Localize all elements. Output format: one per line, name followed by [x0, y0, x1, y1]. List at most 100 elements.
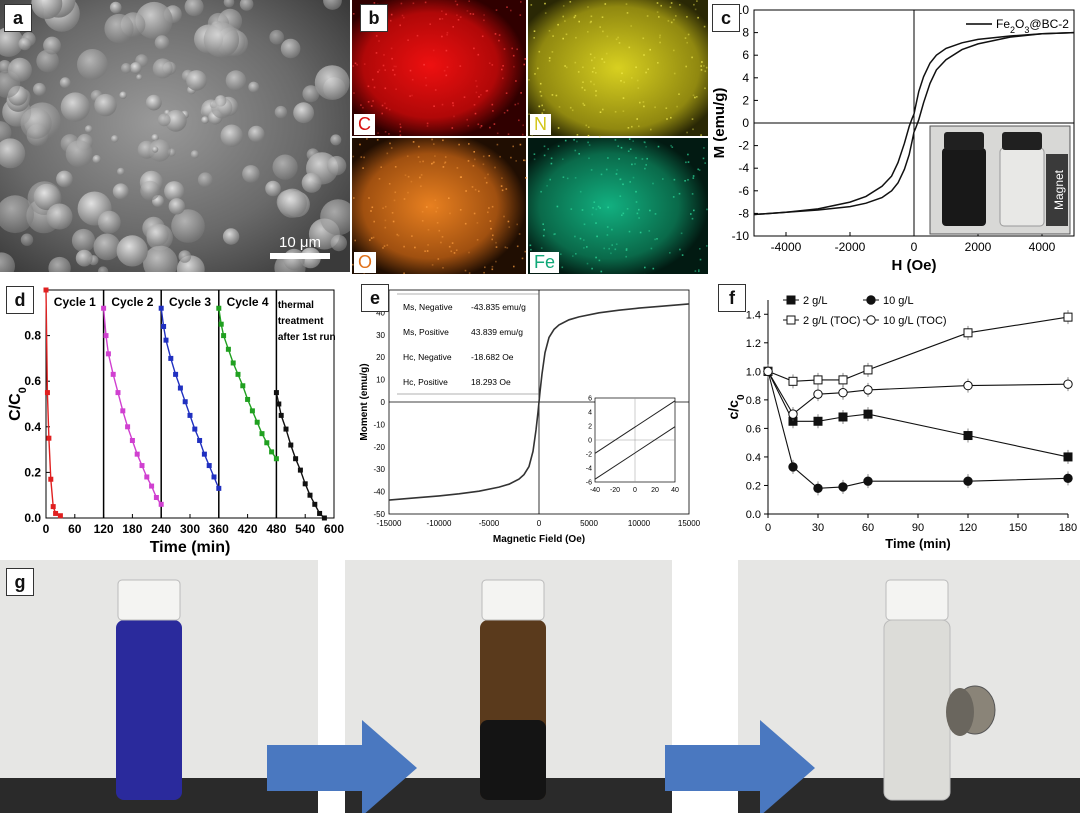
- eds-speckle: [632, 140, 634, 142]
- eds-speckle: [573, 16, 576, 19]
- y-tick-label: 1.2: [746, 338, 761, 350]
- sem-particle: [84, 125, 93, 133]
- eds-speckle: [543, 154, 546, 157]
- y-tick-label: 20: [376, 353, 385, 362]
- eds-speckle: [459, 209, 462, 211]
- eds-speckle: [442, 139, 444, 142]
- eds-speckle: [673, 178, 676, 181]
- y-tick-label: -20: [373, 443, 385, 452]
- eds-speckle: [491, 268, 494, 271]
- sem-micrograph: 10 μm: [0, 0, 350, 272]
- eds-speckle: [360, 104, 362, 106]
- data-point: [103, 333, 109, 339]
- data-point: [838, 375, 848, 385]
- hysteresis-branch: [753, 31, 1075, 216]
- y-tick-label: -4: [738, 161, 749, 175]
- panel-c-hysteresis: -4000 -2000 0 2000 4000 -10 -8 -6 -4 -2 0 2 4 6 8 10 H (…: [708, 0, 1080, 276]
- cycle-label: Cycle 4: [227, 295, 269, 309]
- eds-speckle: [696, 96, 698, 98]
- eds-speckle: [550, 162, 553, 165]
- eds-speckle: [599, 207, 601, 209]
- eds-speckle: [672, 196, 675, 198]
- eds-speckle: [644, 167, 646, 170]
- sem-particle: [211, 97, 233, 119]
- x-tick-label: 4000: [1029, 240, 1056, 254]
- y-axis-label: Moment (emu/g): [359, 363, 370, 440]
- eds-speckle: [488, 155, 491, 157]
- eds-speckle: [703, 147, 705, 149]
- eds-speckle: [636, 212, 639, 215]
- eds-speckle: [453, 115, 455, 118]
- eds-speckle: [411, 78, 414, 81]
- table-value: -43.835 emu/g: [471, 302, 526, 312]
- eds-speckle: [388, 108, 391, 111]
- eds-speckle: [411, 94, 413, 97]
- eds-speckle: [524, 159, 527, 162]
- eds-speckle: [362, 167, 364, 169]
- eds-speckle: [610, 252, 612, 255]
- eds-speckle: [431, 162, 433, 165]
- sem-particle: [157, 113, 171, 127]
- eds-speckle: [539, 82, 542, 85]
- vial-cap: [1002, 132, 1042, 150]
- data-point: [57, 513, 63, 519]
- eds-speckle: [662, 178, 664, 180]
- sem-particle: [59, 77, 71, 89]
- eds-speckle: [649, 48, 651, 51]
- eds-speckle: [448, 245, 451, 248]
- eds-speckle: [572, 255, 574, 257]
- eds-speckle: [420, 174, 423, 176]
- sem-particle: [75, 249, 93, 267]
- data-point: [1063, 312, 1073, 322]
- eds-speckle: [401, 14, 404, 17]
- sem-particle: [65, 140, 93, 168]
- eds-speckle: [626, 12, 629, 14]
- y-tick-label: 0: [742, 116, 749, 130]
- y-tick-label: 0.4: [746, 452, 761, 464]
- eds-speckle: [621, 72, 623, 75]
- eds-speckle: [500, 185, 503, 187]
- data-point: [187, 412, 193, 418]
- eds-speckle: [427, 229, 430, 231]
- sem-particle: [33, 183, 61, 211]
- eds-speckle: [528, 79, 530, 81]
- eds-speckle: [557, 145, 560, 147]
- eds-speckle: [396, 233, 398, 236]
- eds-speckle: [386, 152, 389, 155]
- eds-speckle: [595, 90, 597, 92]
- eds-speckle: [558, 106, 561, 108]
- eds-speckle: [642, 101, 645, 103]
- eds-speckle: [693, 209, 695, 212]
- eds-speckle: [650, 247, 653, 250]
- eds-speckle: [416, 34, 419, 37]
- eds-speckle: [471, 186, 474, 188]
- sem-particle: [146, 223, 169, 247]
- eds-speckle: [614, 248, 617, 251]
- eds-speckle: [595, 208, 598, 211]
- eds-speckle: [606, 234, 609, 236]
- legend-label: Fe2O3@BC-2: [996, 17, 1069, 35]
- data-point: [317, 510, 323, 516]
- eds-speckle: [562, 37, 564, 40]
- eds-speckle: [697, 168, 699, 171]
- sem-particle: [93, 233, 121, 261]
- data-point: [813, 375, 823, 385]
- eds-speckle: [637, 87, 640, 89]
- x-tick-label: 0: [765, 522, 771, 534]
- eds-speckle: [515, 80, 517, 82]
- eds-speckle: [431, 162, 434, 165]
- y-tick-label: 0.0: [746, 509, 761, 521]
- eds-speckle: [592, 207, 594, 209]
- sem-particle: [109, 1, 122, 14]
- eds-speckle: [516, 245, 519, 248]
- eds-speckle: [530, 248, 532, 251]
- eds-speckle: [693, 3, 695, 6]
- eds-speckle: [370, 210, 372, 212]
- data-point: [863, 476, 873, 486]
- sem-particle: [242, 165, 260, 183]
- eds-speckle: [473, 47, 475, 50]
- eds-speckle: [419, 176, 421, 179]
- eds-speckle: [665, 107, 668, 109]
- series-line: [767, 371, 1069, 489]
- eds-speckle: [691, 56, 693, 59]
